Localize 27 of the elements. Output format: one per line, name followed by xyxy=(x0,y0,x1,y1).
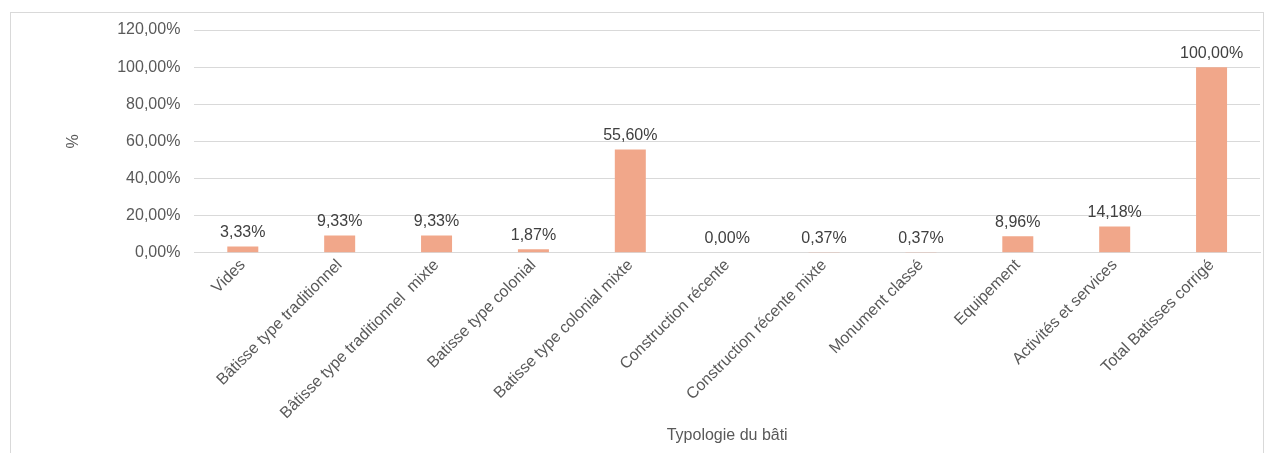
y-tick-label: 80,00% xyxy=(126,94,181,112)
y-tick-label: 0,00% xyxy=(134,243,181,261)
data-label: 14,18% xyxy=(1087,202,1142,220)
y-tick-label: 60,00% xyxy=(126,131,181,149)
bar xyxy=(324,235,356,253)
data-label: 0,37% xyxy=(801,228,847,246)
y-tick-label: 100,00% xyxy=(117,57,181,75)
bar xyxy=(614,149,646,253)
bar xyxy=(517,249,549,253)
bar xyxy=(1196,67,1228,253)
y-tick-label: 120,00% xyxy=(117,20,181,38)
data-label: 8,96% xyxy=(995,212,1041,230)
data-label: 9,33% xyxy=(413,211,460,229)
y-axis-title: % xyxy=(64,134,82,149)
data-label: 100,00% xyxy=(1179,43,1244,61)
bar xyxy=(421,235,453,253)
y-tick-label: 20,00% xyxy=(126,206,181,224)
data-label: 0,37% xyxy=(898,228,944,246)
y-tick-label: 40,00% xyxy=(126,168,181,186)
data-label: 0,00% xyxy=(704,229,750,247)
x-axis-title: Typologie du bâti xyxy=(666,425,788,443)
bar xyxy=(1002,236,1034,253)
data-label: 55,60% xyxy=(603,125,658,143)
data-label: 1,87% xyxy=(510,225,557,243)
data-label: 3,33% xyxy=(220,223,266,241)
data-label: 9,33% xyxy=(316,211,363,229)
bar xyxy=(1099,226,1131,253)
